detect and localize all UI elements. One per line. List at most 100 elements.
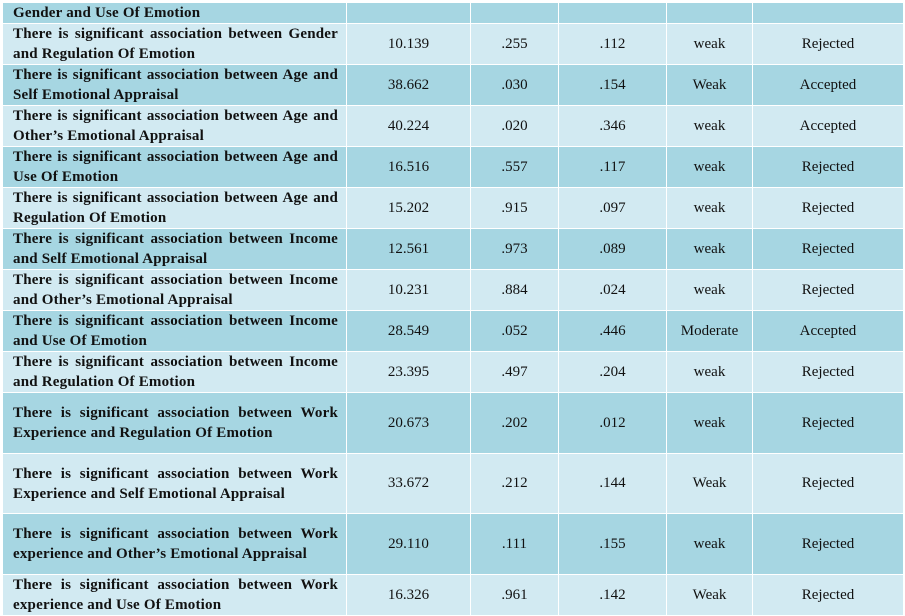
hypothesis-cell: There is significant association between… bbox=[2, 351, 347, 393]
result-cell: Rejected bbox=[752, 269, 904, 311]
hypothesis-cell: There is significant association between… bbox=[2, 228, 347, 270]
table-row: There is significant association between… bbox=[2, 146, 904, 188]
chi-square-cell: 28.549 bbox=[346, 310, 471, 352]
coefficient-cell: .089 bbox=[558, 228, 667, 270]
chi-square-cell: 15.202 bbox=[346, 187, 471, 229]
p-value-cell bbox=[470, 2, 559, 24]
chi-square-cell: 10.231 bbox=[346, 269, 471, 311]
result-cell: Rejected bbox=[752, 574, 904, 616]
strength-cell: weak bbox=[666, 228, 753, 270]
strength-cell: weak bbox=[666, 269, 753, 311]
table-row: There is significant association between… bbox=[2, 392, 904, 454]
strength-cell: Weak bbox=[666, 64, 753, 106]
table-row: There is significant association between… bbox=[2, 187, 904, 229]
table-row: There is significant association between… bbox=[2, 228, 904, 270]
strength-cell: Weak bbox=[666, 453, 753, 514]
coefficient-cell: .155 bbox=[558, 513, 667, 575]
hypothesis-cell: There is significant association between… bbox=[2, 105, 347, 147]
hypothesis-cell: There is significant association between… bbox=[2, 269, 347, 311]
table-row: There is significant association between… bbox=[2, 453, 904, 514]
result-cell bbox=[752, 2, 904, 24]
coefficient-cell: .024 bbox=[558, 269, 667, 311]
hypothesis-cell: There is significant association between… bbox=[2, 310, 347, 352]
chi-square-cell: 33.672 bbox=[346, 453, 471, 514]
chi-square-cell: 10.139 bbox=[346, 23, 471, 65]
result-cell: Rejected bbox=[752, 453, 904, 514]
table-row: There is significant association between… bbox=[2, 269, 904, 311]
result-cell: Accepted bbox=[752, 310, 904, 352]
hypothesis-cell: There is significant association between… bbox=[2, 392, 347, 454]
chi-square-cell: 29.110 bbox=[346, 513, 471, 575]
result-cell: Rejected bbox=[752, 23, 904, 65]
table-row: There is significant association between… bbox=[2, 310, 904, 352]
table-row: There is significant association between… bbox=[2, 574, 904, 616]
result-cell: Rejected bbox=[752, 228, 904, 270]
coefficient-cell: .446 bbox=[558, 310, 667, 352]
hypothesis-cell: There is significant association between… bbox=[2, 64, 347, 106]
chi-square-cell: 16.326 bbox=[346, 574, 471, 616]
p-value-cell: .915 bbox=[470, 187, 559, 229]
hypothesis-cell: There is significant association between… bbox=[2, 23, 347, 65]
p-value-cell: .557 bbox=[470, 146, 559, 188]
strength-cell: weak bbox=[666, 146, 753, 188]
hypothesis-cell: Gender and Use Of Emotion bbox=[2, 2, 347, 24]
table-row: There is significant association between… bbox=[2, 23, 904, 65]
table-row-partial: Gender and Use Of Emotion bbox=[2, 2, 904, 24]
coefficient-cell: .154 bbox=[558, 64, 667, 106]
strength-cell: weak bbox=[666, 351, 753, 393]
hypothesis-cell: There is significant association between… bbox=[2, 574, 347, 616]
coefficient-cell: .144 bbox=[558, 453, 667, 514]
strength-cell: weak bbox=[666, 513, 753, 575]
coefficient-cell: .117 bbox=[558, 146, 667, 188]
p-value-cell: .030 bbox=[470, 64, 559, 106]
chi-square-cell bbox=[346, 2, 471, 24]
strength-cell bbox=[666, 2, 753, 24]
coefficient-cell bbox=[558, 2, 667, 24]
p-value-cell: .212 bbox=[470, 453, 559, 514]
result-cell: Rejected bbox=[752, 392, 904, 454]
strength-cell: weak bbox=[666, 23, 753, 65]
strength-cell: Moderate bbox=[666, 310, 753, 352]
p-value-cell: .497 bbox=[470, 351, 559, 393]
coefficient-cell: .204 bbox=[558, 351, 667, 393]
table-row: There is significant association between… bbox=[2, 513, 904, 575]
p-value-cell: .052 bbox=[470, 310, 559, 352]
result-cell: Accepted bbox=[752, 105, 904, 147]
result-cell: Rejected bbox=[752, 513, 904, 575]
p-value-cell: .111 bbox=[470, 513, 559, 575]
result-cell: Rejected bbox=[752, 351, 904, 393]
chi-square-cell: 20.673 bbox=[346, 392, 471, 454]
table-row: There is significant association between… bbox=[2, 105, 904, 147]
strength-cell: weak bbox=[666, 187, 753, 229]
chi-square-cell: 38.662 bbox=[346, 64, 471, 106]
hypothesis-cell: There is significant association between… bbox=[2, 146, 347, 188]
result-cell: Rejected bbox=[752, 187, 904, 229]
hypothesis-cell: There is significant association between… bbox=[2, 187, 347, 229]
p-value-cell: .961 bbox=[470, 574, 559, 616]
coefficient-cell: .112 bbox=[558, 23, 667, 65]
p-value-cell: .973 bbox=[470, 228, 559, 270]
p-value-cell: .202 bbox=[470, 392, 559, 454]
coefficient-cell: .346 bbox=[558, 105, 667, 147]
chi-square-cell: 40.224 bbox=[346, 105, 471, 147]
coefficient-cell: .142 bbox=[558, 574, 667, 616]
strength-cell: weak bbox=[666, 392, 753, 454]
chi-square-cell: 23.395 bbox=[346, 351, 471, 393]
result-cell: Accepted bbox=[752, 64, 904, 106]
hypothesis-cell: There is significant association between… bbox=[2, 513, 347, 575]
p-value-cell: .884 bbox=[470, 269, 559, 311]
p-value-cell: .020 bbox=[470, 105, 559, 147]
table-row: There is significant association between… bbox=[2, 64, 904, 106]
result-cell: Rejected bbox=[752, 146, 904, 188]
p-value-cell: .255 bbox=[470, 23, 559, 65]
chi-square-cell: 16.516 bbox=[346, 146, 471, 188]
coefficient-cell: .012 bbox=[558, 392, 667, 454]
hypothesis-cell: There is significant association between… bbox=[2, 453, 347, 514]
strength-cell: weak bbox=[666, 105, 753, 147]
chi-square-cell: 12.561 bbox=[346, 228, 471, 270]
strength-cell: Weak bbox=[666, 574, 753, 616]
coefficient-cell: .097 bbox=[558, 187, 667, 229]
table-row: There is significant association between… bbox=[2, 351, 904, 393]
